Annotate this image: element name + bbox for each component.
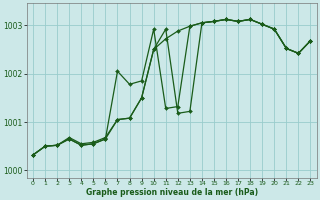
X-axis label: Graphe pression niveau de la mer (hPa): Graphe pression niveau de la mer (hPa) bbox=[86, 188, 258, 197]
